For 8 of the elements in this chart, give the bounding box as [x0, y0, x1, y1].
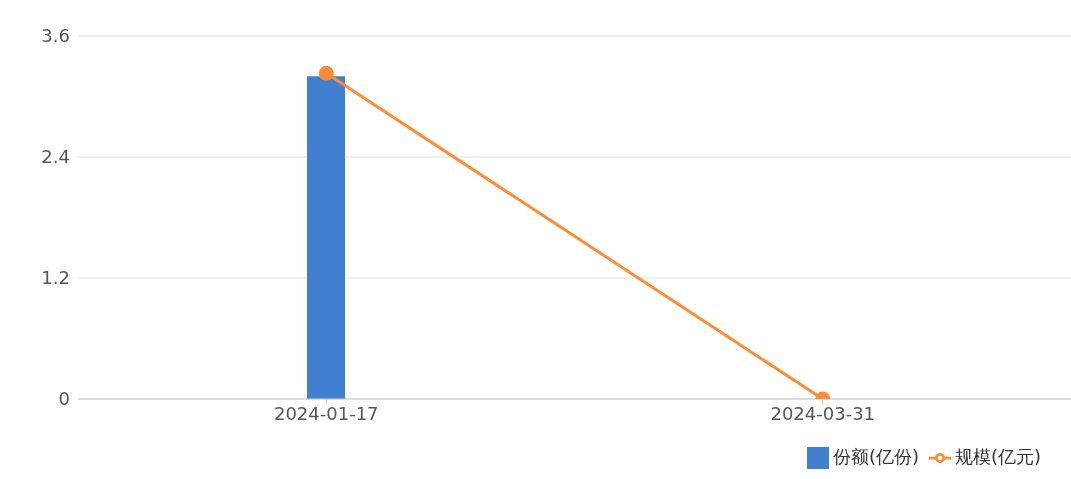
legend-label: 规模(亿元): [954, 446, 1041, 467]
y-tick-label: 0: [58, 388, 70, 410]
y-tick-label: 3.6: [41, 25, 70, 47]
legend-label: 份额(亿份): [832, 446, 919, 467]
x-tick-label: 2024-01-17: [273, 402, 379, 424]
y-tick-label: 2.4: [41, 146, 70, 168]
x-tick-label: 2024-03-31: [770, 402, 876, 424]
y-tick-label: 1.2: [41, 267, 70, 289]
